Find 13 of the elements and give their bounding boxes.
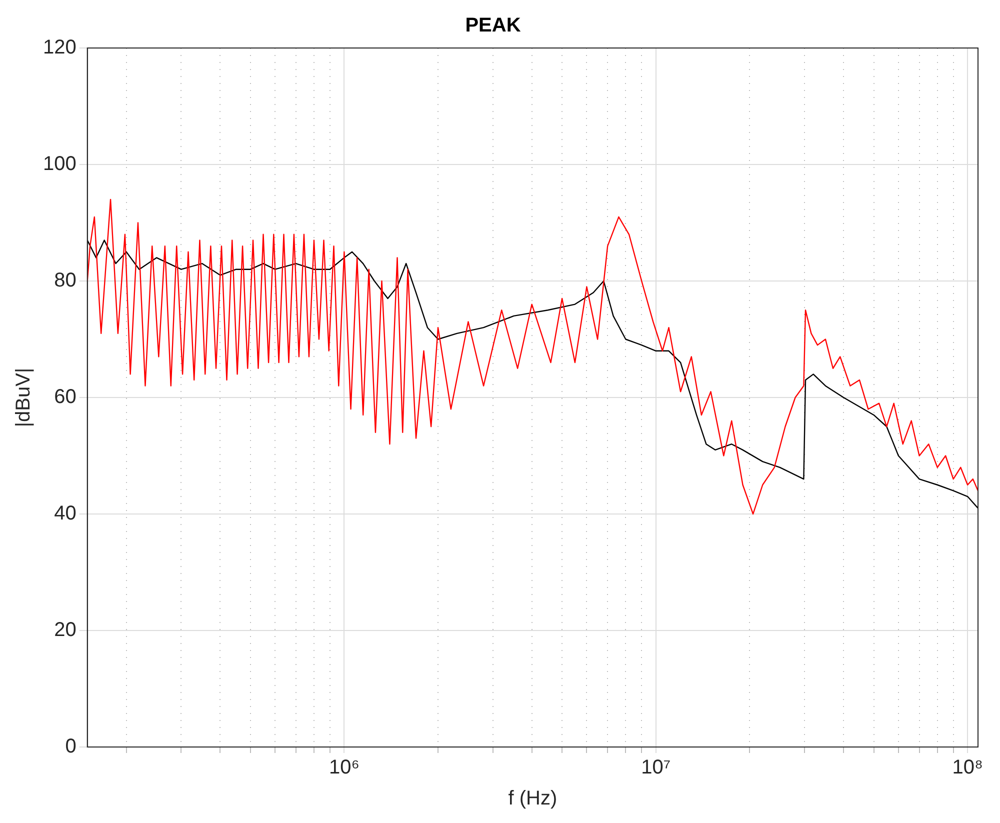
y-tick-label: 60 bbox=[54, 386, 76, 408]
y-tick-label: 0 bbox=[65, 736, 76, 758]
x-tick-label: 10⁷ bbox=[641, 756, 671, 779]
chart-title: PEAK bbox=[465, 14, 522, 37]
y-tick-label: 40 bbox=[54, 502, 76, 525]
y-axis-title: |dBuV| bbox=[12, 368, 35, 428]
y-tick-label: 20 bbox=[54, 619, 76, 642]
y-tick-label: 80 bbox=[54, 270, 76, 292]
x-tick-label: 10⁶ bbox=[328, 756, 360, 779]
x-axis-title: f (Hz) bbox=[508, 788, 558, 810]
y-tick-label: 120 bbox=[42, 36, 76, 59]
y-tick-label: 100 bbox=[42, 153, 76, 176]
x-tick-label: 10⁸ bbox=[952, 756, 983, 779]
